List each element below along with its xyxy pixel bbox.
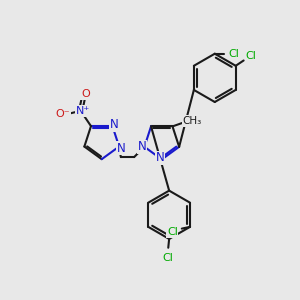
Text: O⁻: O⁻ (56, 110, 70, 119)
Text: Cl: Cl (228, 49, 239, 59)
Text: N: N (156, 152, 165, 164)
Text: Cl: Cl (167, 227, 178, 237)
Text: CH₃: CH₃ (183, 116, 202, 126)
Text: N⁺: N⁺ (76, 106, 90, 116)
Text: O: O (81, 89, 90, 99)
Text: Cl: Cl (162, 253, 173, 263)
Text: N: N (117, 142, 126, 154)
Text: N: N (138, 140, 146, 153)
Text: Cl: Cl (246, 51, 257, 61)
Text: N: N (110, 118, 118, 131)
